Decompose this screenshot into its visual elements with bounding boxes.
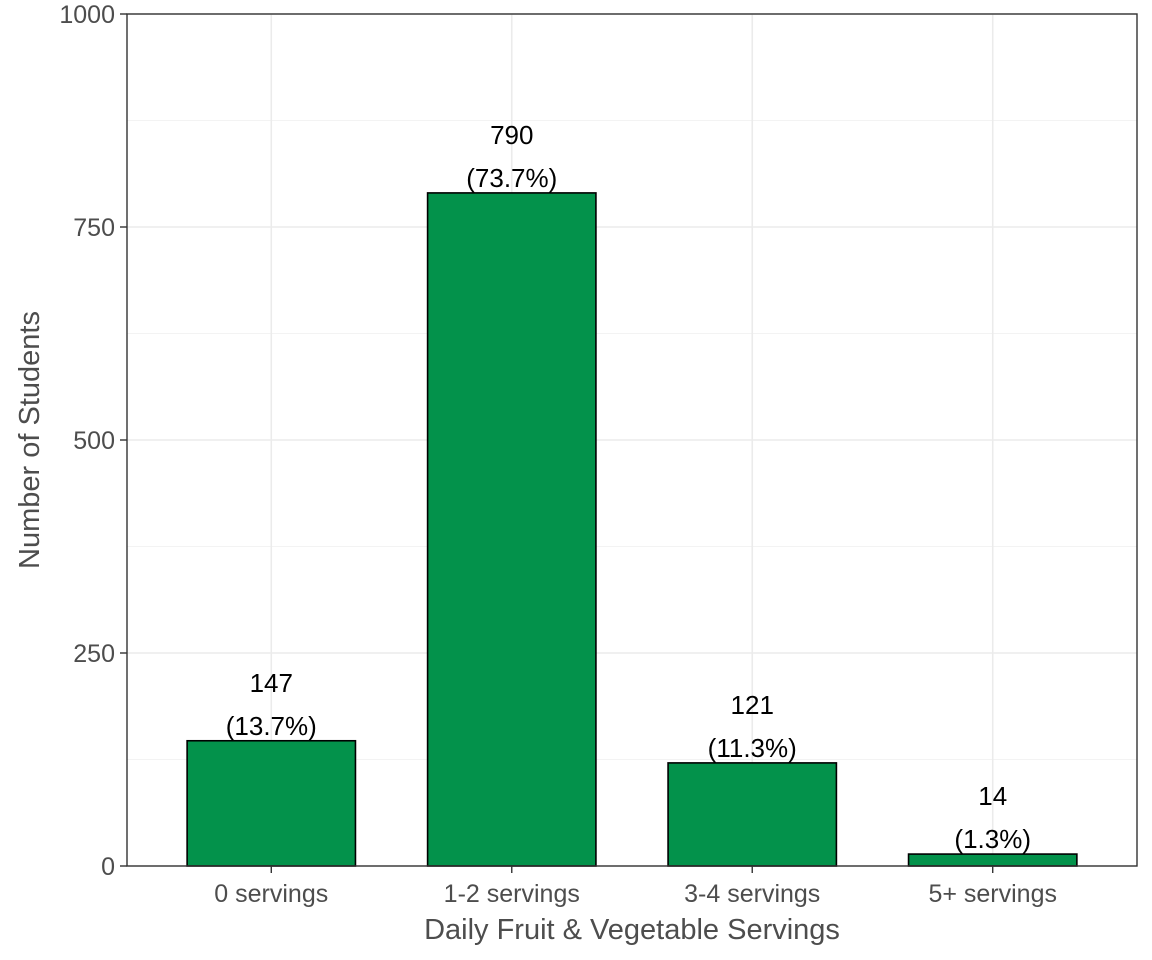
axis-layer: 0 250 500 750 1000 0 servings 1-2 servings 3-4 … <box>59 1 1057 908</box>
x-axis-title: Daily Fruit & Vegetable Servings <box>424 914 840 946</box>
bar-count-label: 14 <box>978 781 1007 811</box>
bar-1 <box>186 739 357 867</box>
x-tick-label: 1-2 servings <box>444 880 580 908</box>
bar-percent-label: (1.3%) <box>954 824 1031 854</box>
bar-4 <box>907 853 1078 867</box>
y-tick-label: 500 <box>73 427 115 455</box>
x-tick-label: 0 servings <box>214 880 328 908</box>
bar-percent-label: (13.7%) <box>226 711 317 741</box>
y-tick-label: 1000 <box>59 1 115 29</box>
bar-count-label: 121 <box>731 690 774 720</box>
bar-count-label: 147 <box>250 668 293 698</box>
x-tick-label: 3-4 servings <box>684 880 820 908</box>
data-labels-layer: 147 (13.7%) 790 (73.7%) 121 (11.3%) 14 (1.3%) <box>226 120 1031 854</box>
y-tick-label: 250 <box>73 640 115 668</box>
bar-2 <box>426 192 597 867</box>
y-tick-label: 0 <box>101 853 115 881</box>
bar-count-label: 790 <box>490 120 533 150</box>
bars-layer <box>186 192 1078 867</box>
y-tick-label: 750 <box>73 214 115 242</box>
x-tick-label: 5+ servings <box>928 880 1057 908</box>
bar-percent-label: (11.3%) <box>708 733 797 763</box>
y-axis-title: Number of Students <box>14 311 46 569</box>
bar-percent-label: (73.7%) <box>466 163 557 193</box>
bar-3 <box>667 762 838 867</box>
